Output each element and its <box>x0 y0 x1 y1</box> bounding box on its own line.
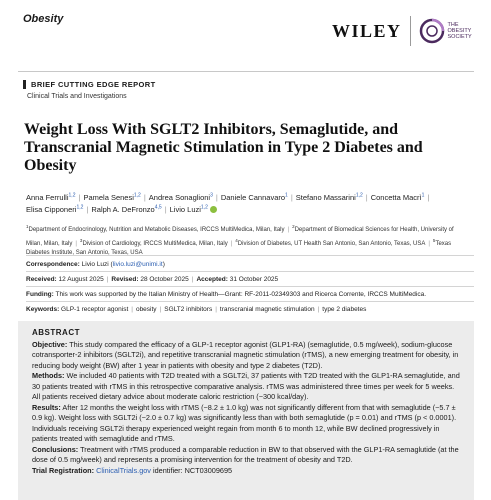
obesity-society-logo: THE OBESITY SOCIETY <box>419 18 472 44</box>
abstract-objective: Objective: This study compared the effic… <box>32 340 460 372</box>
methods-text: We included 40 patients with T2D treated… <box>32 371 460 401</box>
abstract-methods: Methods: We included 40 patients with T2… <box>32 371 460 403</box>
correspondence-label: Correspondence: <box>26 261 80 268</box>
keywords: Keywords: GLP-1 receptor agonist | obesity… <box>26 306 367 313</box>
author-item: Stefano Massarini1,2 <box>295 192 363 202</box>
affiliations: 1Department of Endocrinology, Nutrition … <box>26 224 454 257</box>
author-name[interactable]: Elisa Cipponeri <box>26 205 77 214</box>
author-name[interactable]: Andrea Sonaglioni <box>148 192 211 202</box>
article-title: Weight Loss With SGLT2 Inhibitors, Semag… <box>24 121 423 174</box>
divider <box>26 255 474 256</box>
logo-divider <box>409 16 411 46</box>
revised-label: Revised: <box>111 276 139 283</box>
affiliation: Department of Endocrinology, Nutrition a… <box>28 227 285 233</box>
author-item: Concetta Macrì1 <box>370 192 425 202</box>
conclusions-text: Treatment with rTMS produced a comparabl… <box>32 444 459 465</box>
keyword: obesity <box>135 306 157 313</box>
divider <box>26 286 474 287</box>
article-type: BRIEF CUTTING EDGE REPORT <box>23 80 156 89</box>
keyword: GLP-1 receptor agonist <box>61 306 129 313</box>
conclusions-label: Conclusions: <box>32 444 79 454</box>
author-affil-sup[interactable]: 1,2 <box>133 192 141 198</box>
author-item: Pamela Senesi1,2 <box>83 192 141 202</box>
journal-name: Obesity <box>23 13 64 25</box>
abstract-conclusions: Conclusions: Treatment with rTMS produce… <box>32 445 460 466</box>
affil-sup: 3 <box>79 237 83 243</box>
divider <box>26 301 474 302</box>
author-affil-sup[interactable]: 3 <box>210 192 213 198</box>
divider <box>26 271 474 272</box>
keyword: transcranial magnetic stimulation <box>219 306 315 313</box>
author-name[interactable]: Anna Ferrulli <box>26 192 69 202</box>
orcid-icon[interactable] <box>209 206 217 213</box>
received-label: Received: <box>26 276 57 283</box>
revised-date: 28 October 2025 <box>140 276 189 283</box>
society-line-2: OBESITY <box>447 28 472 34</box>
article-type-marker <box>23 80 26 89</box>
registration-id: identifier: NCT03009695 <box>150 465 233 475</box>
objective-text: This study compared the efficacy of a GL… <box>32 339 459 370</box>
affiliation: Department of Biomedical Sciences for He… <box>26 227 454 247</box>
abstract-box: ABSTRACT Objective: This study compared … <box>18 321 474 500</box>
article-type-label: BRIEF CUTTING EDGE REPORT <box>31 80 156 89</box>
publisher-logos: WILEY THE OBESITY SOCIETY <box>332 16 472 46</box>
obesity-society-emblem-icon <box>419 18 444 44</box>
header-divider <box>18 71 474 72</box>
funding-text: This work was supported by the Italian M… <box>55 291 427 298</box>
correspondence-name: Livio Luzi <box>81 261 109 268</box>
author-name[interactable]: Ralph A. DeFronzo <box>91 205 155 214</box>
affil-sup: 1 <box>26 224 29 229</box>
author-list: Anna Ferrulli1,2 | Pamela Senesi1,2 | Andrea… <box>26 192 430 215</box>
keyword: SGLT2 inhibitors <box>164 306 213 313</box>
author-item: Anna Ferrulli1,2 <box>26 192 76 202</box>
objective-label: Objective: <box>32 339 68 349</box>
author-item: Elisa Cipponeri1,2 <box>26 204 84 215</box>
author-name[interactable]: Stefano Massarini <box>295 192 356 202</box>
author-affil-sup[interactable]: 1,2 <box>355 192 363 198</box>
dates: Received: 12 August 2025 | Revised: 28 Oct… <box>26 276 279 283</box>
affil-sup: 4 <box>235 237 238 243</box>
correspondence-email-link[interactable]: livio.luzi@unimi.it <box>112 261 163 268</box>
author-item: Daniele Cannavaro1 <box>220 192 288 202</box>
author-affil-sup[interactable]: 1 <box>285 192 288 198</box>
abstract-heading: ABSTRACT <box>32 328 80 337</box>
affil-sup: 5 <box>432 237 436 243</box>
affil-sup: 2 <box>292 224 295 229</box>
funding: Funding: This work was supported by the … <box>26 291 426 298</box>
affiliation: Division of Cardiology, IRCCS MultiMedic… <box>82 240 228 247</box>
clinicaltrials-link[interactable]: ClinicalTrials.gov <box>96 465 151 475</box>
funding-label: Funding: <box>26 291 54 298</box>
author-name[interactable]: Pamela Senesi <box>83 192 134 202</box>
author-item: Andrea Sonaglioni3 <box>148 192 213 202</box>
society-line-1: THE <box>447 22 459 28</box>
correspondence: Correspondence: Livio Luzi (livio.luzi@u… <box>26 261 165 268</box>
author-affil-sup[interactable]: 1,2 <box>76 204 84 211</box>
author-affil-sup[interactable]: 1,2 <box>200 204 208 211</box>
author-item: Livio Luzi1,2 <box>169 204 208 215</box>
author-name[interactable]: Concetta Macrì <box>370 192 422 202</box>
author-item: Ralph A. DeFronzo4,5 <box>91 204 162 215</box>
results-label: Results: <box>32 402 61 412</box>
accepted-date: 31 October 2025 <box>229 276 279 283</box>
affiliation: Texas Diabetes Institute, San Antonio, T… <box>26 240 452 257</box>
results-text: After 12 months the weight loss with rTM… <box>32 402 457 444</box>
author-affil-sup[interactable]: 4,5 <box>154 204 162 211</box>
author-affil-sup[interactable]: 1 <box>421 192 425 198</box>
abstract-results: Results: After 12 months the weight loss… <box>32 403 460 445</box>
author-affil-sup[interactable]: 1,2 <box>68 192 76 198</box>
wiley-logo: WILEY <box>332 20 402 41</box>
registration-label: Trial Registration: <box>32 465 95 475</box>
keyword: type 2 diabetes <box>322 306 367 313</box>
received-date: 12 August 2025 <box>58 276 104 283</box>
society-line-3: SOCIETY <box>447 34 472 40</box>
methods-label: Methods: <box>32 371 65 380</box>
abstract-registration: Trial Registration: ClinicalTrials.gov i… <box>32 466 460 477</box>
affiliation: Division of Diabetes, UT Health San Anto… <box>237 240 426 247</box>
article-section: Clinical Trials and Investigations <box>27 93 127 100</box>
author-name[interactable]: Livio Luzi <box>169 205 201 214</box>
author-name[interactable]: Daniele Cannavaro <box>220 192 286 202</box>
accepted-label: Accepted: <box>196 276 228 283</box>
keywords-label: Keywords: <box>26 306 60 313</box>
